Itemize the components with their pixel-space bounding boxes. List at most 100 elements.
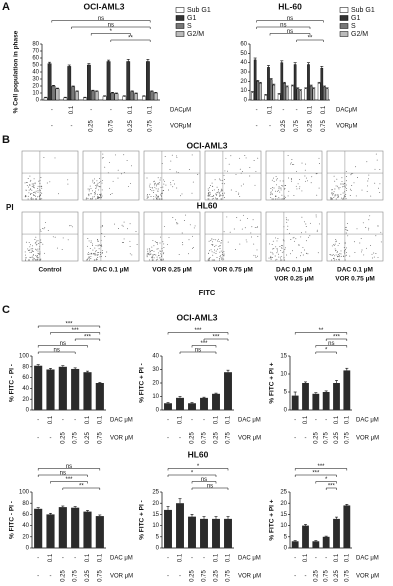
cell-dot — [276, 178, 278, 180]
cell-dot — [102, 179, 104, 181]
bar — [253, 59, 257, 101]
cell-dot — [224, 179, 225, 181]
cell-dot — [151, 249, 153, 251]
cell-dot — [160, 259, 162, 261]
condition-label: DAC 0.1 µM — [276, 267, 312, 274]
cell-dot — [290, 162, 292, 164]
cell-dot — [334, 243, 336, 245]
cell-dot — [97, 197, 98, 199]
cell-dot — [346, 247, 348, 249]
cell-dot — [344, 250, 345, 252]
cell-dot — [345, 186, 346, 188]
cell-dot — [24, 182, 26, 184]
y-axis-label: % FITC + PI - — [139, 500, 146, 540]
dot-plot-frame — [82, 211, 140, 262]
cell-dot — [305, 240, 307, 242]
cell-dot — [345, 226, 347, 228]
cell-dot — [98, 197, 100, 199]
bar — [146, 61, 150, 101]
y-tick-label: 50 — [240, 51, 247, 57]
treatment-label: 0.25 — [334, 570, 340, 582]
sig-label: ns — [195, 347, 201, 353]
cell-dot — [219, 195, 221, 196]
cell-dot — [160, 192, 162, 194]
y-tick-label: 20 — [240, 79, 247, 85]
y-axis-label: % FITC - PI - — [9, 501, 16, 539]
cell-dot — [40, 185, 42, 187]
cell-dot — [210, 240, 212, 241]
cell-dot — [95, 244, 97, 246]
cell-dot — [117, 169, 119, 171]
y-tick-label: 80 — [22, 501, 29, 507]
cell-dot — [30, 198, 32, 200]
cell-dot — [369, 215, 371, 217]
cell-dot — [181, 193, 183, 195]
sig-label: *** — [72, 328, 80, 334]
cell-dot — [346, 223, 348, 225]
flow-title: OCI-AML3 — [186, 140, 227, 150]
cell-dot — [149, 186, 151, 188]
cell-dot — [270, 257, 272, 259]
cell-dot — [37, 258, 39, 260]
cell-dot — [283, 240, 285, 242]
cell-dot — [249, 167, 251, 169]
treatment-label: - — [37, 556, 39, 562]
sig-bracket — [296, 39, 324, 42]
cell-dot — [107, 172, 109, 174]
cell-dot — [209, 185, 211, 187]
cell-dot — [88, 240, 90, 242]
cell-dot — [362, 222, 364, 224]
cell-dot — [366, 191, 368, 193]
cell-dot — [282, 185, 284, 187]
cell-dot — [219, 257, 220, 259]
cell-dot — [188, 239, 190, 241]
cell-dot — [25, 182, 27, 184]
treatment-label: - — [294, 418, 296, 424]
y-axis-label: % FITC - PI - — [9, 364, 16, 402]
cell-dot — [94, 252, 95, 254]
dot-plot-frame — [265, 150, 323, 201]
cell-dot — [40, 177, 42, 178]
sig-label: ns — [53, 347, 59, 353]
bar — [224, 372, 232, 410]
cell-dot — [215, 194, 217, 196]
bar — [122, 96, 127, 101]
cell-dot — [161, 254, 163, 256]
cell-dot — [54, 157, 56, 159]
sig-bracket — [191, 481, 217, 484]
treatment-label: - — [191, 556, 193, 562]
cell-dot — [280, 259, 282, 261]
cell-dot — [31, 185, 33, 187]
chart-title: OCI-AML3 — [83, 1, 124, 11]
cell-dot — [376, 159, 378, 161]
cell-dot — [92, 190, 93, 192]
cell-dot — [223, 231, 225, 233]
cell-dot — [97, 257, 99, 258]
treatment-label: - — [256, 108, 258, 114]
cell-dot — [278, 253, 280, 255]
cell-dot — [95, 190, 96, 192]
cell-dot — [285, 185, 287, 186]
cell-dot — [272, 253, 274, 255]
cell-dot — [211, 238, 213, 240]
cell-dot — [276, 184, 277, 186]
cell-dot — [176, 187, 178, 189]
cell-dot — [28, 189, 30, 191]
cell-dot — [154, 254, 155, 255]
cell-dot — [52, 236, 54, 238]
cell-dot — [90, 187, 92, 189]
y-tick-label: 20 — [280, 501, 287, 507]
y-tick-label: 80 — [22, 364, 29, 370]
cell-dot — [345, 232, 347, 234]
bar — [67, 66, 72, 101]
cell-dot — [160, 253, 162, 255]
cell-dot — [92, 179, 94, 181]
cell-dot — [88, 188, 90, 190]
treatment-label: 0.75 — [344, 432, 350, 444]
cell-dot — [270, 251, 272, 253]
cell-dot — [309, 235, 311, 237]
cell-dot — [317, 252, 319, 254]
cell-dot — [163, 179, 164, 181]
cell-dot — [361, 251, 363, 253]
cell-dot — [40, 259, 41, 261]
